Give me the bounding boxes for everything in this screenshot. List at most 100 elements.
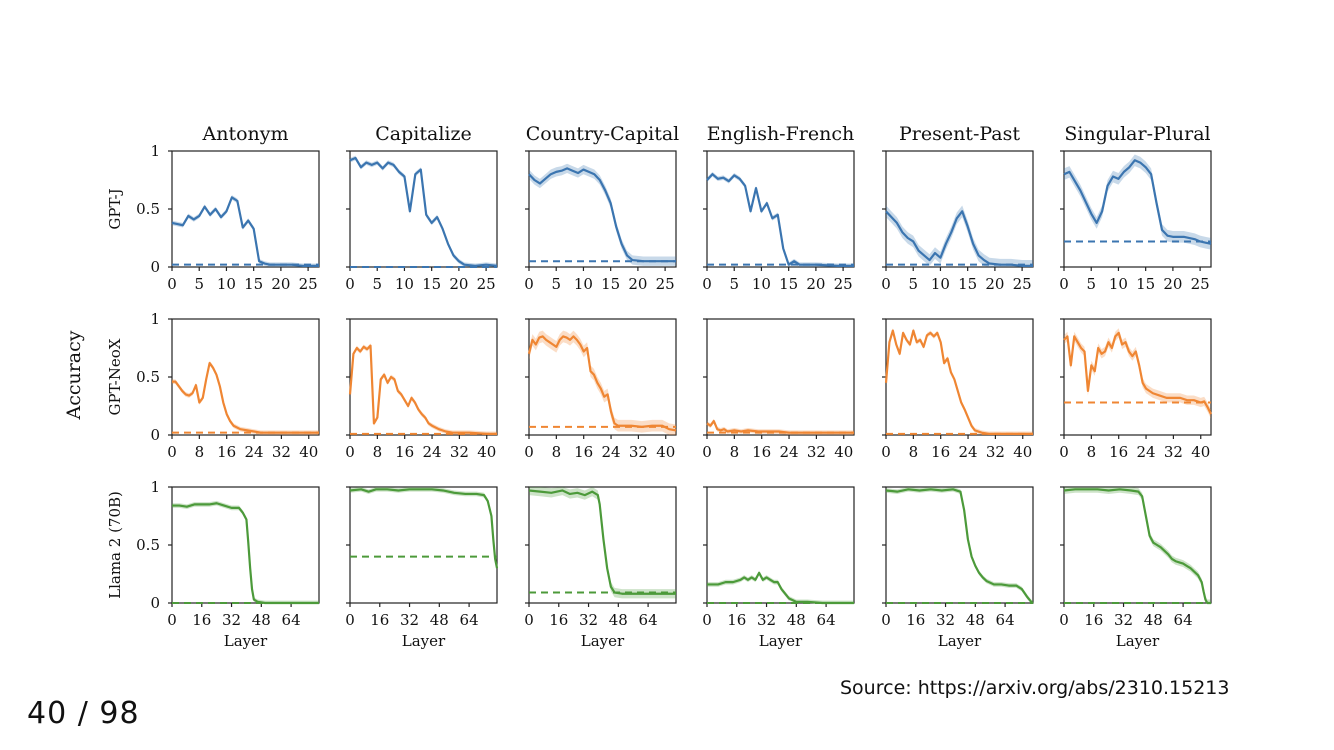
x-tick-label: 0 [881,275,891,293]
x-tick-label: 64 [1174,611,1193,629]
panel-frame [528,486,677,604]
x-tick-label: 16 [574,443,593,461]
x-tick-label: 0 [524,443,534,461]
panel-gpt-j-singular-plural: 0 5 10 15 20 25 [1059,150,1212,293]
y-tick-label: 0 [150,426,160,444]
x-tick-label: 10 [574,275,593,293]
x-axis-title: Layer [224,632,268,650]
confidence-band [350,487,497,571]
confidence-band [886,205,1033,267]
accuracy-line [1063,331,1212,415]
panel-llama-2-70b-antonym: 0 0.5 1 0 16 32 48 64 Layer [136,478,320,650]
x-tick-label: 0 [702,611,712,629]
x-tick-label: 48 [787,611,806,629]
x-tick-label: 20 [449,275,468,293]
accuracy-line [349,488,499,569]
panel-gpt-neox-english-french: 0 8 16 24 32 40 [702,318,855,461]
x-tick-label: 0 [702,275,712,293]
x-tick-label: 0 [702,443,712,461]
x-tick-label: 0 [167,275,177,293]
panel-llama-2-70b-singular-plural: 0 16 32 48 64 Layer [1059,486,1212,650]
panel-frame [1063,150,1212,268]
x-tick-label: 16 [1109,443,1128,461]
accuracy-line [349,156,498,267]
x-tick-label: 8 [195,443,205,461]
x-axis-title: Layer [402,632,446,650]
row-label-gpt-j: GPT-J [106,188,124,229]
panel-gpt-j-present-past: 0 5 10 15 20 25 [881,150,1034,293]
y-tick-label: 0 [150,594,160,612]
panel-gpt-j-country-capital: 0 5 10 15 20 25 [524,150,677,293]
x-axis-title: Layer [1116,632,1160,650]
x-tick-label: 10 [1109,275,1128,293]
x-tick-label: 25 [834,275,853,293]
x-tick-label: 48 [609,611,628,629]
panel-frame [885,318,1034,436]
x-tick-label: 24 [1136,443,1155,461]
confidence-band [1064,487,1211,603]
x-tick-label: 32 [807,443,826,461]
x-tick-label: 20 [806,275,825,293]
accuracy-line [884,329,1033,435]
confidence-band [529,487,676,599]
y-tick-label: 0 [150,258,160,276]
x-axis-title: Layer [581,632,625,650]
x-tick-label: 0 [1059,443,1069,461]
x-tick-label: 32 [986,443,1005,461]
x-tick-label: 8 [552,443,562,461]
y-tick-label: 1 [150,478,160,496]
panel-gpt-neox-present-past: 0 8 16 24 32 40 [881,318,1034,461]
x-tick-label: 15 [244,275,263,293]
x-tick-label: 0 [524,275,534,293]
y-tick-label: 0.5 [136,536,160,554]
x-tick-label: 5 [729,275,739,293]
panel-frame [706,150,855,268]
panel-frame [171,150,320,268]
panel-gpt-j-english-french: 0 5 10 15 20 25 [702,150,855,293]
confidence-band [172,195,319,267]
panel-llama-2-70b-english-french: 0 16 32 48 64 Layer [702,486,855,650]
x-tick-label: 48 [252,611,271,629]
accuracy-line [707,571,854,605]
source-note[interactable]: Source: https://arxiv.org/abs/2310.15213 [840,677,1230,699]
column-title-country-capital: Country-Capital [526,123,679,145]
x-tick-label: 24 [601,443,620,461]
panel-frame [528,318,677,436]
x-tick-label: 32 [222,611,241,629]
row-label-gpt-neox: GPT-NeoX [106,338,124,415]
column-title-present-past: Present-Past [899,123,1020,145]
panel-frame [1063,486,1212,604]
x-tick-label: 16 [395,443,414,461]
panel-gpt-j-capitalize: 0 5 10 15 20 25 [345,150,498,293]
x-tick-label: 25 [477,275,496,293]
x-tick-label: 8 [373,443,383,461]
x-tick-label: 10 [931,275,950,293]
accuracy-line [1063,488,1211,605]
x-tick-label: 32 [1114,611,1133,629]
x-tick-label: 0 [345,611,355,629]
x-tick-label: 24 [422,443,441,461]
x-tick-label: 40 [1013,443,1032,461]
accuracy-line [348,344,497,435]
confidence-band [529,330,676,435]
accuracy-line [706,419,854,434]
x-tick-label: 5 [194,275,204,293]
x-tick-label: 32 [400,611,419,629]
confidence-band [350,155,497,267]
x-tick-label: 20 [985,275,1004,293]
x-tick-label: 48 [430,611,449,629]
column-title-antonym: Antonym [201,123,288,145]
x-tick-label: 10 [395,275,414,293]
page-number: 40 / 98 [27,696,140,731]
panel-frame [349,486,498,604]
row-label-llama-2-70b: Llama 2 (70B) [106,491,124,599]
x-tick-label: 24 [958,443,977,461]
accuracy-line [171,196,319,267]
accuracy-line [172,502,319,605]
x-tick-label: 16 [752,443,771,461]
x-tick-label: 0 [167,611,177,629]
x-tick-label: 16 [931,443,950,461]
confidence-band [886,328,1033,435]
x-tick-label: 8 [909,443,919,461]
